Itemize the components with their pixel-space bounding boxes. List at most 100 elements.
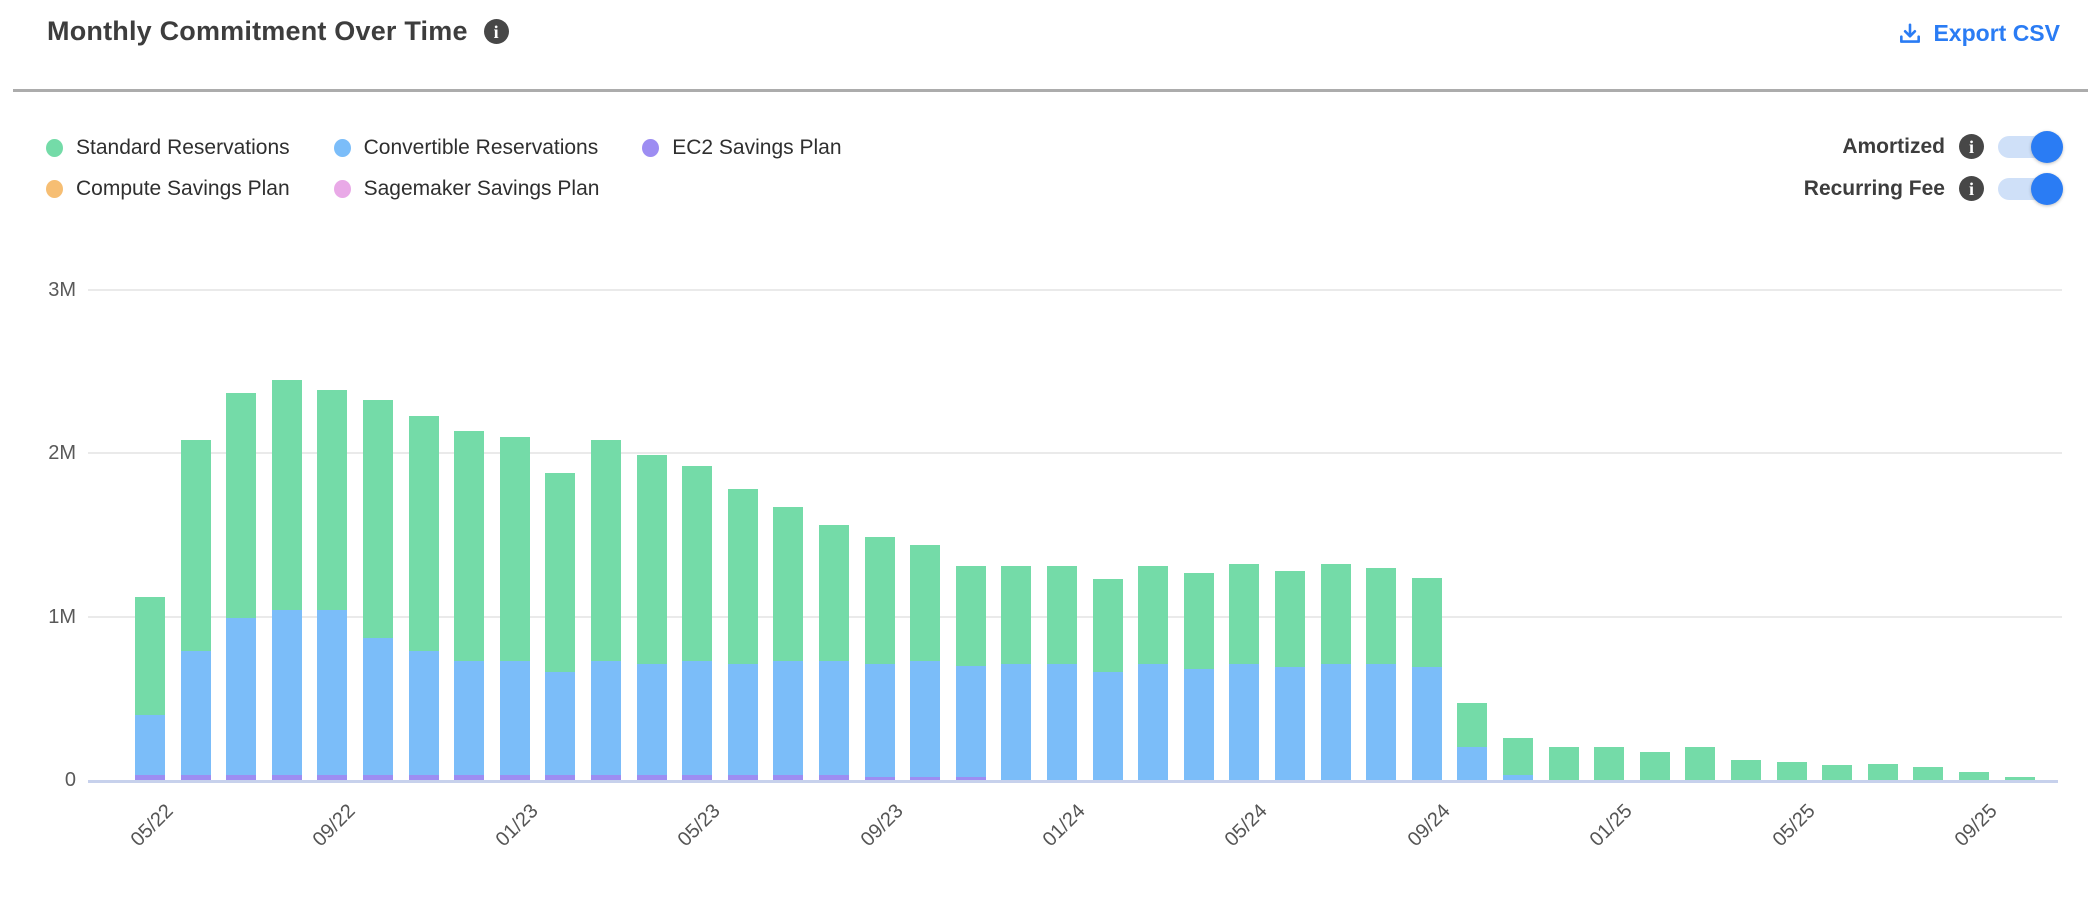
- bar-03/23-standard-reservations[interactable]: [591, 440, 621, 661]
- bar-11/24-convertible-reservations[interactable]: [1503, 775, 1533, 780]
- bar-10/24-standard-reservations[interactable]: [1457, 703, 1488, 748]
- bar-08/23-convertible-reservations[interactable]: [819, 660, 849, 776]
- bar-06/23-ec2-savings-plan[interactable]: [727, 775, 758, 780]
- legend-item-ec2-savings-plan[interactable]: EC2 Savings Plan: [642, 136, 842, 160]
- bar-10/23-ec2-savings-plan[interactable]: [910, 776, 941, 780]
- bar-07/22-ec2-savings-plan[interactable]: [226, 775, 257, 780]
- bar-06/22-standard-reservations[interactable]: [180, 440, 211, 651]
- bar-01/23-standard-reservations[interactable]: [499, 437, 530, 661]
- bar-06/24-convertible-reservations[interactable]: [1275, 667, 1305, 780]
- bar-10/22-convertible-reservations[interactable]: [363, 637, 393, 776]
- title-info-icon[interactable]: i: [483, 19, 509, 44]
- bar-01/23-convertible-reservations[interactable]: [499, 660, 530, 776]
- bar-05/23-standard-reservations[interactable]: [682, 466, 713, 661]
- bar-04/24-standard-reservations[interactable]: [1183, 572, 1214, 669]
- bar-08/23-ec2-savings-plan[interactable]: [819, 775, 849, 780]
- recurring-fee-info-icon[interactable]: i: [1959, 176, 1984, 201]
- bar-10/22-ec2-savings-plan[interactable]: [363, 775, 393, 780]
- bar-05/22-ec2-savings-plan[interactable]: [135, 775, 165, 780]
- bar-08/25-standard-reservations[interactable]: [1913, 766, 1944, 780]
- bar-03/23-ec2-savings-plan[interactable]: [591, 775, 621, 780]
- bar-04/24-convertible-reservations[interactable]: [1183, 668, 1214, 780]
- bar-08/24-standard-reservations[interactable]: [1366, 567, 1397, 665]
- bar-05/23-ec2-savings-plan[interactable]: [682, 775, 713, 780]
- bar-03/24-convertible-reservations[interactable]: [1138, 664, 1169, 780]
- bar-03/25-standard-reservations[interactable]: [1685, 747, 1716, 780]
- bar-09/22-convertible-reservations[interactable]: [317, 610, 348, 776]
- bar-02/25-standard-reservations[interactable]: [1639, 752, 1670, 780]
- bar-08/24-convertible-reservations[interactable]: [1366, 664, 1397, 780]
- bar-04/25-standard-reservations[interactable]: [1731, 760, 1761, 780]
- legend-item-compute-savings-plan[interactable]: Compute Savings Plan: [46, 177, 290, 201]
- bar-05/22-convertible-reservations[interactable]: [135, 714, 165, 776]
- bar-02/24-convertible-reservations[interactable]: [1092, 672, 1123, 780]
- bar-07/23-standard-reservations[interactable]: [773, 507, 804, 661]
- bar-07/22-standard-reservations[interactable]: [226, 392, 257, 619]
- bar-06/23-standard-reservations[interactable]: [727, 489, 758, 665]
- bar-07/24-convertible-reservations[interactable]: [1320, 664, 1351, 780]
- bar-08/23-standard-reservations[interactable]: [819, 525, 849, 661]
- bar-07/24-standard-reservations[interactable]: [1320, 564, 1351, 665]
- bar-11/23-ec2-savings-plan[interactable]: [955, 776, 986, 780]
- bar-05/23-convertible-reservations[interactable]: [682, 660, 713, 776]
- bar-02/23-convertible-reservations[interactable]: [545, 672, 576, 776]
- legend-item-standard-reservations[interactable]: Standard Reservations: [46, 136, 290, 160]
- bar-09/24-standard-reservations[interactable]: [1411, 577, 1442, 668]
- bar-09/25-standard-reservations[interactable]: [1959, 771, 1989, 780]
- bar-09/22-standard-reservations[interactable]: [317, 389, 348, 611]
- bar-06/22-convertible-reservations[interactable]: [180, 650, 211, 776]
- bar-07/25-standard-reservations[interactable]: [1867, 763, 1898, 780]
- bar-04/23-convertible-reservations[interactable]: [636, 664, 667, 776]
- bar-01/24-convertible-reservations[interactable]: [1047, 664, 1077, 780]
- bar-10/25-standard-reservations[interactable]: [2004, 776, 2035, 780]
- bar-10/24-convertible-reservations[interactable]: [1457, 747, 1488, 780]
- bar-04/23-ec2-savings-plan[interactable]: [636, 775, 667, 780]
- bar-11/22-convertible-reservations[interactable]: [408, 650, 439, 776]
- bar-11/23-standard-reservations[interactable]: [955, 566, 986, 666]
- export-csv-button[interactable]: Export CSV: [1897, 20, 2060, 47]
- bar-06/23-convertible-reservations[interactable]: [727, 664, 758, 776]
- bar-05/25-standard-reservations[interactable]: [1776, 762, 1807, 780]
- bar-04/23-standard-reservations[interactable]: [636, 455, 667, 665]
- bar-02/23-standard-reservations[interactable]: [545, 472, 576, 673]
- bar-06/22-ec2-savings-plan[interactable]: [180, 775, 211, 780]
- bar-10/22-standard-reservations[interactable]: [363, 399, 393, 638]
- bar-12/24-standard-reservations[interactable]: [1548, 747, 1579, 780]
- bar-11/22-standard-reservations[interactable]: [408, 415, 439, 651]
- bar-11/22-ec2-savings-plan[interactable]: [408, 775, 439, 780]
- bar-12/23-convertible-reservations[interactable]: [1001, 664, 1032, 780]
- bar-05/24-convertible-reservations[interactable]: [1229, 664, 1260, 780]
- legend-item-sagemaker-savings-plan[interactable]: Sagemaker Savings Plan: [333, 177, 599, 201]
- bar-07/23-ec2-savings-plan[interactable]: [773, 775, 804, 780]
- bar-12/22-standard-reservations[interactable]: [454, 430, 485, 661]
- bar-01/24-standard-reservations[interactable]: [1047, 566, 1077, 665]
- bar-09/23-ec2-savings-plan[interactable]: [864, 776, 895, 780]
- bar-07/23-convertible-reservations[interactable]: [773, 660, 804, 776]
- bar-01/25-standard-reservations[interactable]: [1594, 747, 1625, 780]
- bar-08/22-ec2-savings-plan[interactable]: [271, 775, 302, 780]
- bar-09/23-convertible-reservations[interactable]: [864, 664, 895, 777]
- bar-07/22-convertible-reservations[interactable]: [226, 618, 257, 776]
- bar-06/25-standard-reservations[interactable]: [1822, 765, 1853, 780]
- amortized-info-icon[interactable]: i: [1959, 134, 1984, 159]
- legend-item-convertible-reservations[interactable]: Convertible Reservations: [333, 136, 598, 160]
- bar-10/23-standard-reservations[interactable]: [910, 544, 941, 661]
- bar-01/23-ec2-savings-plan[interactable]: [499, 775, 530, 780]
- bar-11/24-standard-reservations[interactable]: [1503, 737, 1533, 776]
- bar-08/22-standard-reservations[interactable]: [271, 379, 302, 611]
- bar-12/22-ec2-savings-plan[interactable]: [454, 775, 485, 780]
- bar-06/24-standard-reservations[interactable]: [1275, 570, 1305, 668]
- bar-09/22-ec2-savings-plan[interactable]: [317, 775, 348, 780]
- bar-05/24-standard-reservations[interactable]: [1229, 564, 1260, 665]
- bar-09/23-standard-reservations[interactable]: [864, 536, 895, 665]
- bar-03/23-convertible-reservations[interactable]: [591, 660, 621, 776]
- recurring-fee-toggle[interactable]: [1998, 172, 2063, 205]
- bar-08/22-convertible-reservations[interactable]: [271, 610, 302, 776]
- amortized-toggle[interactable]: [1998, 130, 2063, 163]
- bar-02/23-ec2-savings-plan[interactable]: [545, 775, 576, 780]
- bar-09/24-convertible-reservations[interactable]: [1411, 667, 1442, 780]
- bar-11/23-convertible-reservations[interactable]: [955, 665, 986, 777]
- bar-12/22-convertible-reservations[interactable]: [454, 660, 485, 776]
- bar-02/24-standard-reservations[interactable]: [1092, 579, 1123, 673]
- bar-03/24-standard-reservations[interactable]: [1138, 566, 1169, 665]
